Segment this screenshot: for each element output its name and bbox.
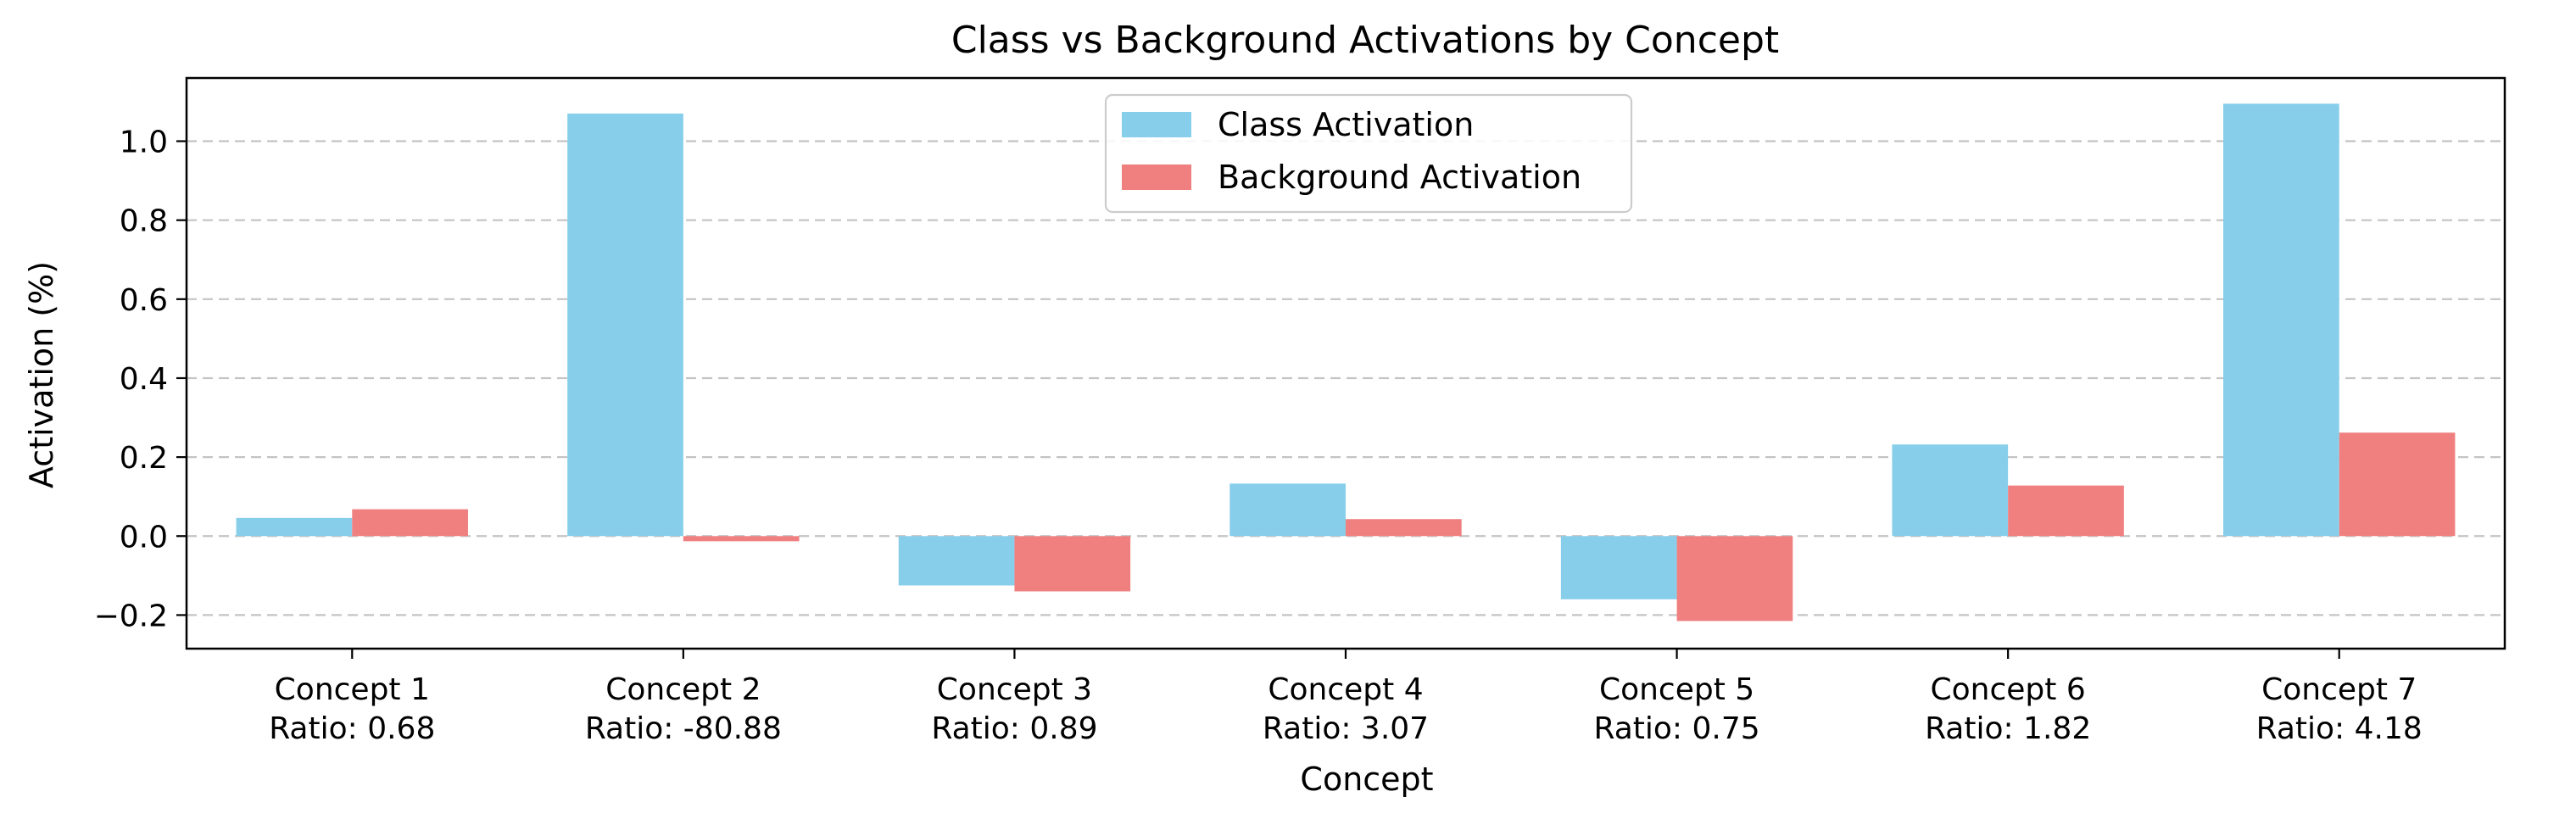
bar-background-3 bbox=[1014, 536, 1131, 592]
y-axis: −0.2 0.0 0.2 0.4 0.6 0.8 1.0 bbox=[94, 125, 187, 633]
x-tick-label: Concept 6 bbox=[1931, 672, 2086, 707]
x-tick-ratio-label: Ratio: 0.89 bbox=[931, 711, 1097, 746]
x-axis-label: Concept bbox=[1300, 761, 1433, 798]
bar-background-1 bbox=[352, 509, 468, 537]
x-tick-ratio-label: Ratio: -80.88 bbox=[585, 711, 782, 746]
x-tick-label: Concept 2 bbox=[605, 672, 761, 707]
y-tick-label: 0.6 bbox=[120, 283, 168, 318]
y-tick-label: 1.0 bbox=[120, 125, 168, 160]
x-tick-ratio-label: Ratio: 3.07 bbox=[1263, 711, 1429, 746]
x-tick-label: Concept 3 bbox=[937, 672, 1092, 707]
bar-class-6 bbox=[1892, 444, 2009, 537]
y-tick-label: 0.2 bbox=[120, 441, 168, 476]
bar-class-1 bbox=[236, 517, 353, 537]
bar-background-4 bbox=[1346, 519, 1462, 537]
bar-background-5 bbox=[1676, 536, 1793, 622]
x-tick-label: Concept 7 bbox=[2261, 672, 2417, 707]
legend: Class Activation Background Activation bbox=[1104, 93, 1633, 214]
bar-background-7 bbox=[2339, 432, 2456, 537]
bar-class-4 bbox=[1229, 483, 1346, 537]
y-tick-label: 0.4 bbox=[120, 362, 168, 397]
x-tick-label: Concept 4 bbox=[1268, 672, 1423, 707]
x-axis: Concept 1 Ratio: 0.68 Concept 2 Ratio: -80.… bbox=[269, 649, 2423, 746]
legend-swatch bbox=[1122, 164, 1191, 190]
chart-title: Class vs Background Activations by Conce… bbox=[951, 19, 1779, 62]
bar-background-6 bbox=[2008, 485, 2124, 537]
x-tick-ratio-label: Ratio: 0.75 bbox=[1593, 711, 1759, 746]
x-tick-label: Concept 5 bbox=[1599, 672, 1754, 707]
y-axis-label: Activation (%) bbox=[23, 261, 60, 488]
y-tick-label: 0.0 bbox=[120, 520, 168, 555]
bar-class-5 bbox=[1560, 536, 1677, 599]
y-tick-label: −0.2 bbox=[94, 599, 168, 633]
bar-background-2 bbox=[683, 536, 800, 542]
x-tick-ratio-label: Ratio: 1.82 bbox=[1925, 711, 2091, 746]
legend-label: Class Activation bbox=[1218, 106, 1474, 143]
bar-class-3 bbox=[898, 536, 1015, 586]
legend-label: Background Activation bbox=[1218, 159, 1581, 196]
legend-swatch bbox=[1122, 112, 1191, 137]
bar-class-7 bbox=[2223, 103, 2339, 537]
x-tick-label: Concept 1 bbox=[275, 672, 430, 707]
x-tick-ratio-label: Ratio: 0.68 bbox=[269, 711, 435, 746]
y-tick-label: 0.8 bbox=[120, 204, 168, 239]
bar-class-2 bbox=[567, 113, 683, 537]
bars-group bbox=[236, 103, 2456, 622]
x-tick-ratio-label: Ratio: 4.18 bbox=[2256, 711, 2423, 746]
legend-frame bbox=[1104, 93, 1633, 214]
